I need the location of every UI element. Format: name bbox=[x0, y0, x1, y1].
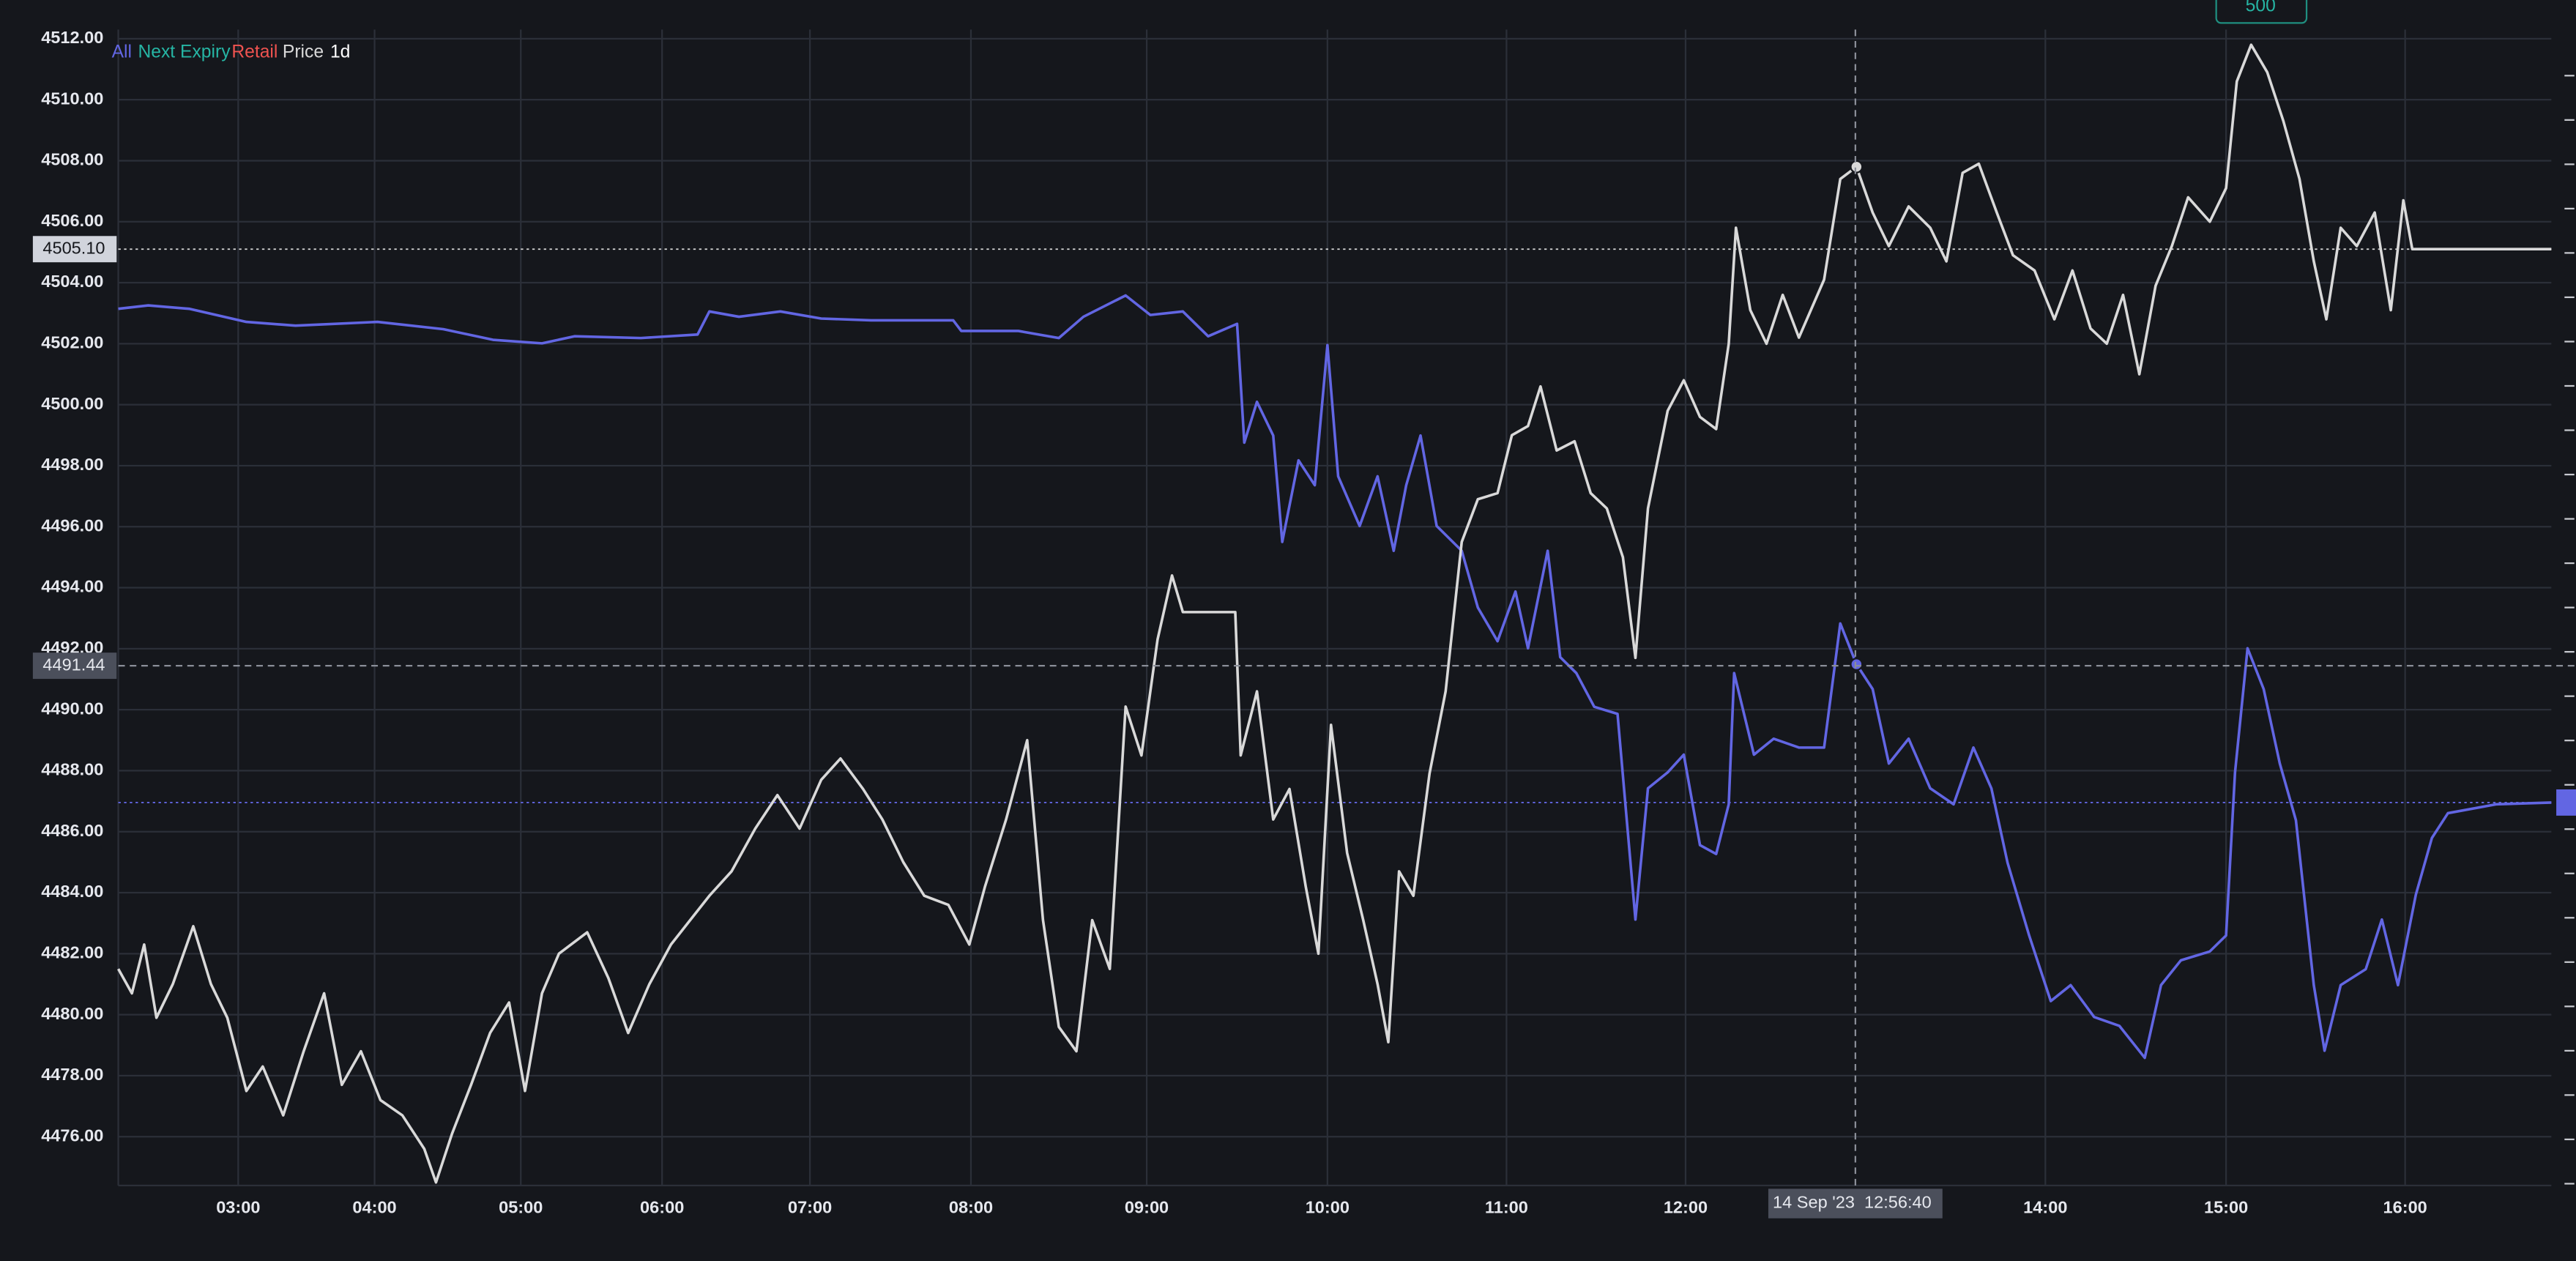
x-tick-label: 10:00 bbox=[1306, 1197, 1350, 1216]
y-tick-label: 4494.00 bbox=[41, 577, 103, 596]
crosshair-dot bbox=[1850, 160, 1864, 174]
y-tick-label: 4508.00 bbox=[41, 150, 103, 169]
x-tick-label: 15:00 bbox=[2204, 1197, 2248, 1216]
top-button[interactable]: 500 bbox=[2246, 0, 2276, 15]
y-tick-label: 4486.00 bbox=[41, 821, 103, 840]
y-tick-label: 4476.00 bbox=[41, 1126, 103, 1145]
y-tick-label: 4498.00 bbox=[41, 455, 103, 474]
y-tick-label: 4496.00 bbox=[41, 516, 103, 535]
crosshair-x-label: 14 Sep '23 12:56:40 bbox=[1773, 1193, 1932, 1212]
y-tick-label: 4510.00 bbox=[41, 89, 103, 108]
x-tick-label: 14:00 bbox=[2023, 1197, 2067, 1216]
series-line bbox=[116, 43, 2552, 1184]
crosshair-y-box bbox=[32, 652, 117, 680]
x-tick-label: 12:00 bbox=[1664, 1197, 1708, 1216]
x-tick-label: 16:00 bbox=[2383, 1197, 2427, 1216]
y-tick-label: 4500.00 bbox=[41, 394, 103, 413]
x-tick-label: 03:00 bbox=[216, 1197, 260, 1216]
legend-item[interactable]: Next Expiry bbox=[138, 42, 231, 62]
last-price-label: 4505.10 bbox=[42, 238, 105, 257]
y-tick-label: 4488.00 bbox=[41, 760, 103, 779]
y-tick-label: 4484.00 bbox=[41, 882, 103, 901]
legend-item[interactable]: Price bbox=[283, 42, 324, 62]
y-tick-label: 4490.00 bbox=[41, 699, 103, 718]
legend-item[interactable]: 1d bbox=[330, 42, 350, 62]
x-tick-label: 06:00 bbox=[640, 1197, 684, 1216]
legend-item[interactable]: Retail bbox=[231, 42, 278, 62]
y-tick-label: 4502.00 bbox=[41, 333, 103, 352]
last-price-box bbox=[32, 236, 117, 263]
y-tick-label: 4504.00 bbox=[41, 272, 103, 291]
x-tick-label: 09:00 bbox=[1125, 1197, 1169, 1216]
crosshair-x-box bbox=[1768, 1189, 1943, 1219]
x-tick-label: 07:00 bbox=[788, 1197, 832, 1216]
series-line bbox=[118, 294, 2552, 1060]
y-tick-label: 4512.00 bbox=[41, 28, 103, 47]
x-tick-label: 04:00 bbox=[352, 1197, 396, 1216]
x-tick-label: 08:00 bbox=[949, 1197, 993, 1216]
legend-item[interactable]: All bbox=[112, 42, 132, 62]
y-tick-label: 4480.00 bbox=[41, 1004, 103, 1023]
y-tick-label: 4506.00 bbox=[41, 211, 103, 230]
y-tick-label: 4478.00 bbox=[41, 1065, 103, 1084]
crosshair-y-label: 4491.44 bbox=[42, 655, 105, 674]
crosshair-dot bbox=[1850, 658, 1864, 672]
last-value-tag bbox=[2556, 789, 2576, 816]
top-button-frame[interactable] bbox=[2215, 0, 2308, 24]
y-tick-label: 4482.00 bbox=[41, 943, 103, 962]
x-tick-label: 11:00 bbox=[1485, 1197, 1528, 1216]
x-tick-label: 05:00 bbox=[499, 1197, 543, 1216]
